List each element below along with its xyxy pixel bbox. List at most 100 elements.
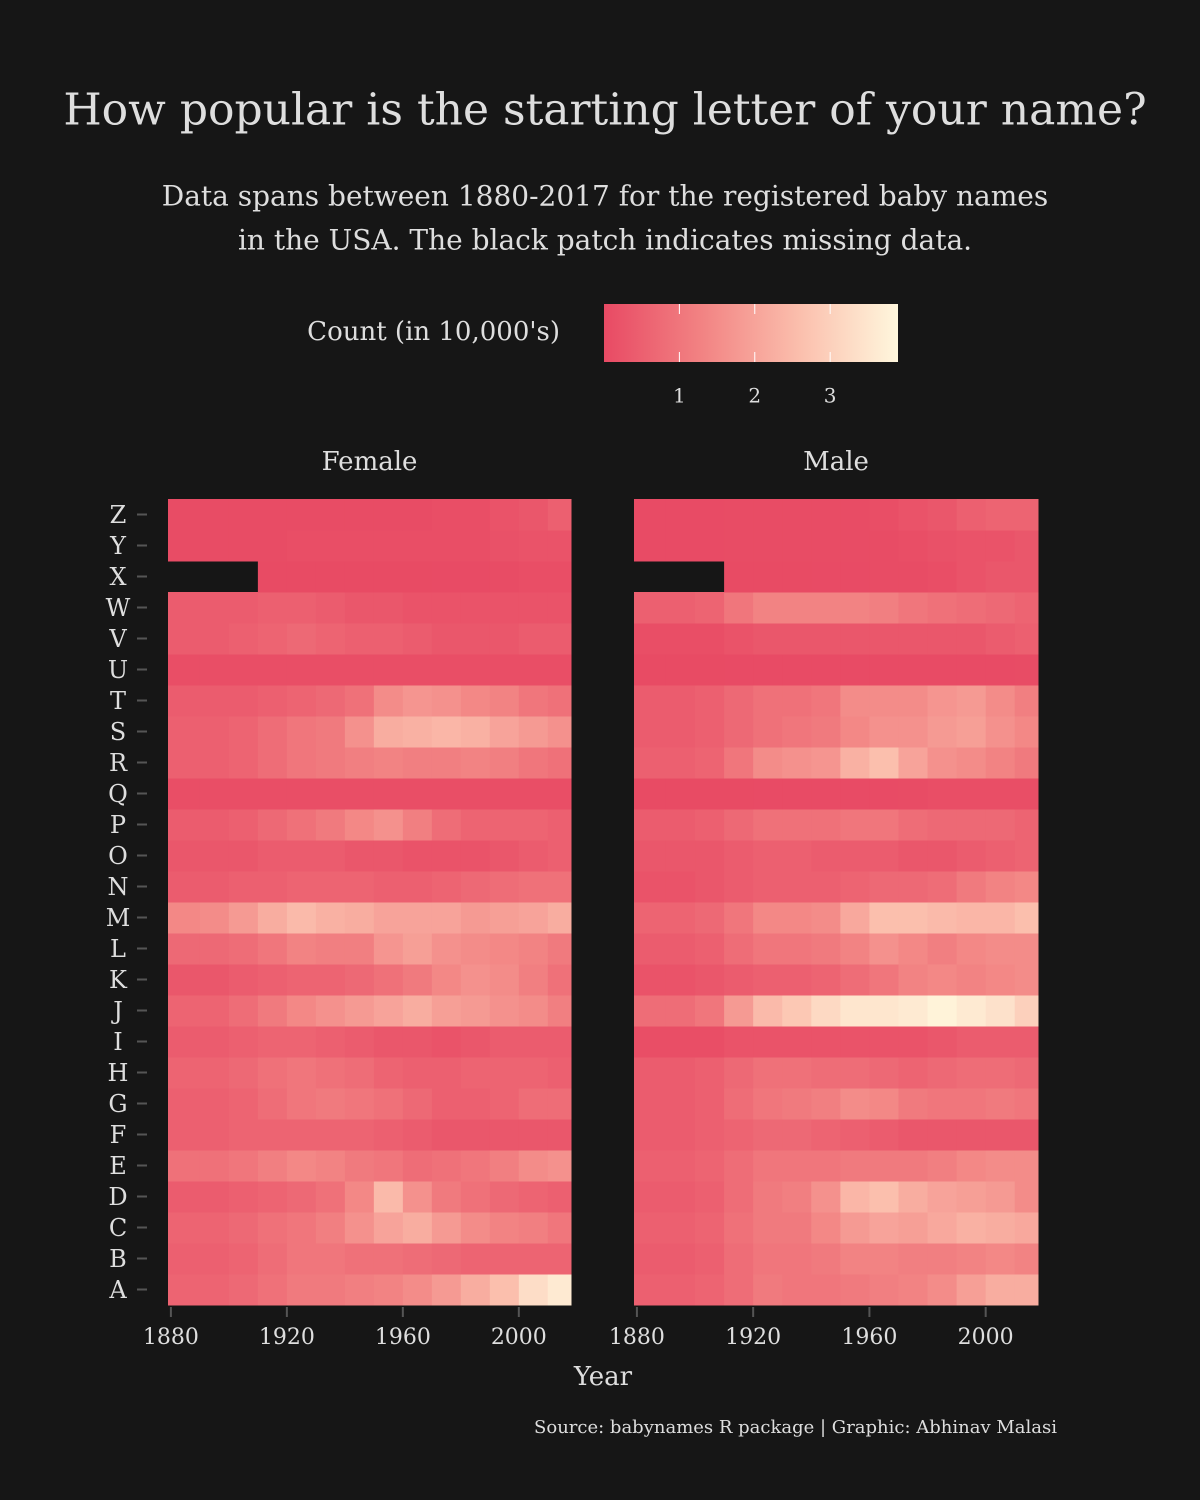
- heat-cell: [460, 654, 491, 686]
- heat-cell: [869, 1026, 899, 1058]
- heat-cell: [547, 499, 572, 531]
- heat-cell: [927, 1026, 958, 1058]
- heat-cell: [431, 716, 462, 748]
- heat-cell: [344, 561, 375, 593]
- heat-cell: [518, 1274, 549, 1306]
- heat-cell: [460, 1119, 491, 1151]
- heat-cell: [811, 654, 841, 686]
- heat-cell: [956, 623, 987, 655]
- heat-cell: [373, 530, 404, 562]
- heat-cell: [168, 809, 201, 841]
- heat-cell: [811, 1088, 841, 1120]
- subtitle: in the USA. The black patch indicates mi…: [238, 224, 972, 257]
- heat-cell: [518, 499, 549, 531]
- heat-cell: [956, 964, 987, 996]
- heat-cell: [634, 1243, 667, 1275]
- heat-cell: [634, 809, 667, 841]
- heat-cell: [489, 902, 520, 934]
- heat-cell: [257, 1119, 288, 1151]
- heat-cell: [460, 995, 491, 1027]
- heat-cell: [665, 902, 696, 934]
- heat-cell: [753, 1181, 783, 1213]
- heat-cell: [228, 685, 259, 717]
- heat-cell: [753, 840, 783, 872]
- heat-cell: [927, 1181, 958, 1213]
- heat-cell: [373, 1026, 404, 1058]
- heat-cell: [985, 716, 1016, 748]
- heat-cell: [634, 840, 667, 872]
- heat-cell: [811, 1026, 841, 1058]
- heat-cell: [373, 995, 404, 1027]
- heat-cell: [257, 1026, 288, 1058]
- heat-cell: [869, 530, 899, 562]
- x-tick-label: 1920: [259, 1325, 315, 1350]
- heat-cell: [402, 716, 433, 748]
- heat-cell: [168, 747, 201, 779]
- heat-cell: [344, 499, 375, 531]
- heat-cell: [547, 933, 572, 965]
- heat-cell: [315, 685, 346, 717]
- heat-cell: [634, 685, 667, 717]
- heat-cell: [228, 592, 259, 624]
- heat-cell: [695, 685, 725, 717]
- heat-cell: [898, 592, 929, 624]
- heat-cell: [402, 499, 433, 531]
- heat-cell: [782, 1181, 812, 1213]
- heat-cell: [695, 1212, 725, 1244]
- heat-cell: [518, 871, 549, 903]
- heat-cell: [373, 654, 404, 686]
- heat-cell: [431, 871, 462, 903]
- heat-cell: [168, 654, 201, 686]
- heat-cell: [898, 1274, 929, 1306]
- heat-cell: [489, 1057, 520, 1089]
- heat-cell: [753, 654, 783, 686]
- heat-cell: [782, 592, 812, 624]
- heat-cell: [228, 747, 259, 779]
- heat-cell: [286, 1026, 317, 1058]
- heat-cell: [373, 592, 404, 624]
- heat-cell: [724, 623, 754, 655]
- heat-cell: [898, 933, 929, 965]
- heat-cell: [228, 840, 259, 872]
- heat-cell: [518, 1150, 549, 1182]
- heat-cell: [724, 1274, 754, 1306]
- heat-cell: [956, 747, 987, 779]
- heat-cell: [199, 530, 230, 562]
- heat-cell: [168, 1212, 201, 1244]
- heat-cell: [431, 964, 462, 996]
- heat-cell: [402, 1243, 433, 1275]
- heat-cell: [460, 592, 491, 624]
- heat-cell: [1014, 840, 1039, 872]
- heat-cell: [344, 1119, 375, 1151]
- heat-cell: [228, 1212, 259, 1244]
- heat-cell: [257, 1212, 288, 1244]
- heat-cell: [898, 654, 929, 686]
- heat-cell: [257, 1274, 288, 1306]
- heat-cell: [665, 840, 696, 872]
- heat-cell: [869, 1243, 899, 1275]
- heat-cell: [431, 778, 462, 810]
- heat-cell: [753, 1088, 783, 1120]
- heat-cell: [985, 995, 1016, 1027]
- heat-cell: [547, 561, 572, 593]
- heat-cell: [634, 1181, 667, 1213]
- heat-cell: [665, 530, 696, 562]
- heat-cell: [811, 902, 841, 934]
- heat-cell: [315, 561, 346, 593]
- heat-cell: [168, 902, 201, 934]
- heat-cell: [547, 1088, 572, 1120]
- heat-cell: [840, 995, 870, 1027]
- heat-cell: [460, 809, 491, 841]
- heat-cell: [927, 809, 958, 841]
- heat-cell: [547, 623, 572, 655]
- y-tick-label: B: [109, 1245, 127, 1273]
- heat-cell: [228, 499, 259, 531]
- heat-cell: [547, 747, 572, 779]
- heat-cell: [840, 840, 870, 872]
- y-tick-label: M: [106, 904, 131, 932]
- heat-cell: [489, 840, 520, 872]
- heat-cell: [956, 1088, 987, 1120]
- y-tick-label: Y: [109, 532, 127, 560]
- heat-cell: [840, 1150, 870, 1182]
- heat-cell: [695, 840, 725, 872]
